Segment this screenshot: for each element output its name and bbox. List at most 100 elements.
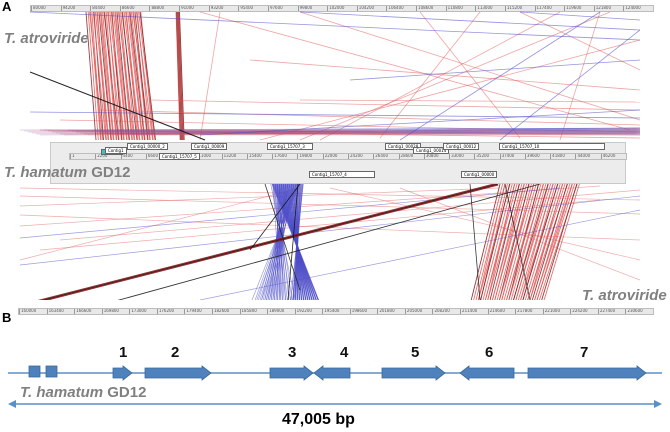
forward-match-line xyxy=(519,11,641,71)
highlight-match-line xyxy=(29,71,206,141)
ruler-tick xyxy=(239,309,241,314)
middle-sequence-track: 1220044006600880011000132001540017600198… xyxy=(50,142,627,184)
highlight-match-line xyxy=(249,183,301,251)
forward-match-line xyxy=(149,99,641,111)
forward-match-line xyxy=(19,195,641,215)
ruler-tick xyxy=(515,309,517,314)
gene-feature-label: Contig1_00014 xyxy=(413,147,450,154)
reverse-match-line xyxy=(274,183,288,300)
ruler-tick-label: 224200 xyxy=(572,308,588,313)
ruler-tick-label: 160000 xyxy=(21,308,37,313)
ruler-tick-label: 163400 xyxy=(48,308,64,313)
match-line xyxy=(119,128,641,132)
ruler-tick-label: 33000 xyxy=(451,153,464,158)
reverse-match-line xyxy=(19,195,641,266)
forward-match-line xyxy=(520,183,554,300)
forward-match-line xyxy=(491,183,525,300)
forward-match-line xyxy=(176,11,182,141)
reverse-match-line xyxy=(499,29,641,141)
forward-match-line xyxy=(199,11,631,131)
ruler-tick-label: 117400 xyxy=(536,5,552,10)
forward-match-line xyxy=(177,11,183,141)
forward-match-line xyxy=(319,11,561,141)
gene-feature-label: Contig1_15707_3 xyxy=(267,143,313,150)
length-arrow-right-head xyxy=(654,400,662,408)
highlight-match-line xyxy=(504,183,531,300)
ruler-tick xyxy=(267,6,269,11)
match-line xyxy=(23,128,641,132)
ruler-tick-label: 108600 xyxy=(418,5,434,10)
forward-match-line xyxy=(473,183,504,300)
ruler-tick xyxy=(487,309,489,314)
forward-match-line xyxy=(515,183,552,300)
ruler-tick xyxy=(570,309,572,314)
forward-match-line xyxy=(178,11,184,141)
ruler-tick-label: 102000 xyxy=(329,5,345,10)
synteny-match-lines xyxy=(19,11,641,300)
ruler-tick-label: 22000 xyxy=(324,153,338,158)
match-line xyxy=(55,128,641,134)
ruler-tick xyxy=(404,309,406,314)
ruler-tick-label: 208200 xyxy=(434,308,450,313)
gene-feature-label: Contig1_00009 xyxy=(191,143,228,150)
ruler-tick-label: 211400 xyxy=(462,308,478,313)
forward-match-line xyxy=(176,11,182,141)
ruler-tick-label: 201800 xyxy=(379,308,395,313)
ruler-tick-label: 166600 xyxy=(76,308,92,313)
ruler-tick xyxy=(60,6,62,11)
forward-match-line xyxy=(120,11,133,141)
forward-match-line xyxy=(541,183,578,300)
ruler-tick xyxy=(46,309,48,314)
match-line xyxy=(43,129,641,135)
ruler-tick-label: 214600 xyxy=(489,308,505,313)
ruler-tick-label: 15400 xyxy=(248,153,262,158)
ruler-tick-label: 106400 xyxy=(388,5,404,10)
match-line xyxy=(135,132,641,136)
reverse-match-line xyxy=(299,11,641,31)
ruler-tick-label: 95400 xyxy=(240,5,254,10)
ruler-tick xyxy=(348,154,349,159)
ruler-tick-label: 30800 xyxy=(425,153,439,158)
ruler-tick-label: 189000 xyxy=(269,308,285,313)
ruler-tick xyxy=(272,154,274,159)
forward-match-line xyxy=(477,183,506,300)
ruler-tick-label: 24200 xyxy=(350,153,363,158)
ruler-tick xyxy=(294,309,296,314)
ruler-tick xyxy=(474,154,476,159)
match-line xyxy=(27,129,641,133)
ruler-tick xyxy=(120,154,122,159)
ruler-tick xyxy=(564,6,566,11)
ruler-tick xyxy=(221,154,223,159)
forward-match-line xyxy=(92,11,107,141)
highlight-match-line xyxy=(42,183,499,300)
forward-match-line xyxy=(19,187,501,207)
forward-match-line xyxy=(199,11,221,141)
ruler-tick xyxy=(597,309,599,314)
forward-match-line xyxy=(482,183,513,300)
forward-match-line xyxy=(127,11,143,141)
panel-a-label: A xyxy=(2,0,12,14)
ruler-tick xyxy=(184,309,186,314)
ruler-tick-label: 4400 xyxy=(122,153,133,158)
forward-match-line xyxy=(125,11,141,141)
forward-match-line xyxy=(177,11,183,141)
ruler-tick-label: 169800 xyxy=(103,308,119,313)
ruler-tick-label: 176200 xyxy=(158,308,175,313)
ruler-tick-label: 227400 xyxy=(599,308,616,313)
forward-match-line xyxy=(39,129,641,139)
forward-match-line xyxy=(139,11,156,141)
ruler-tick-label: 44000 xyxy=(577,153,591,158)
gene-arrow xyxy=(269,365,314,381)
forward-match-line xyxy=(128,11,144,141)
ruler-tick xyxy=(377,309,379,314)
reverse-match-line xyxy=(272,183,286,300)
ruler-tick xyxy=(625,309,627,314)
ruler-tick xyxy=(267,309,269,314)
ruler-tick xyxy=(593,6,595,11)
ruler-tick-label: 104200 xyxy=(358,5,375,10)
ruler-tick xyxy=(129,309,131,314)
ruler-tick-label: 6600 xyxy=(147,153,158,158)
match-line xyxy=(39,132,641,136)
forward-match-line xyxy=(179,11,185,141)
ruler-tick xyxy=(600,154,602,159)
